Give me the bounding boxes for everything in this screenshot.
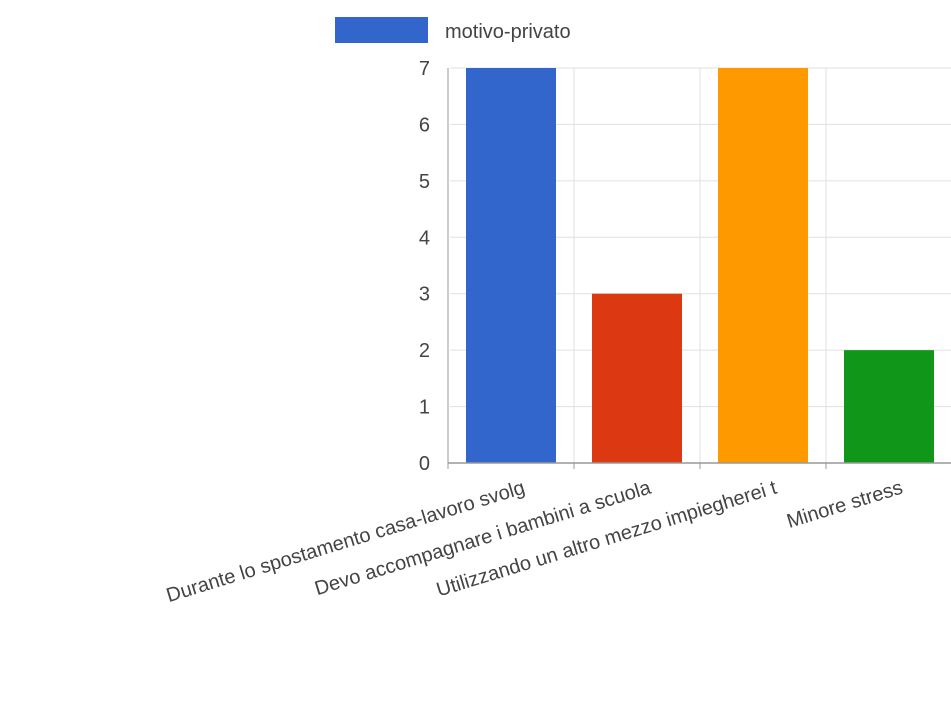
bar[interactable] — [718, 68, 808, 463]
x-category-label: Minore stress — [784, 477, 905, 533]
legend-swatch[interactable] — [335, 17, 428, 43]
y-tick-label: 7 — [419, 58, 430, 80]
y-tick-labels: 0 1 2 3 4 5 6 7 — [419, 58, 430, 475]
y-tick-label: 0 — [419, 453, 430, 475]
bars — [466, 68, 934, 463]
legend-label[interactable]: motivo-privato — [445, 21, 571, 43]
y-tick-label: 1 — [419, 397, 430, 419]
legend[interactable]: motivo-privato — [335, 17, 571, 43]
bar[interactable] — [592, 293, 682, 463]
y-tick-label: 2 — [419, 340, 430, 362]
y-tick-label: 3 — [419, 284, 430, 306]
y-tick-label: 5 — [419, 171, 430, 193]
y-tick-label: 4 — [419, 227, 430, 249]
y-tick-label: 6 — [419, 114, 430, 136]
x-category-labels: Durante lo spostamento casa-lavoro svolg… — [164, 476, 906, 607]
bar[interactable] — [466, 68, 556, 463]
bar[interactable] — [844, 350, 934, 463]
axes — [447, 68, 951, 469]
